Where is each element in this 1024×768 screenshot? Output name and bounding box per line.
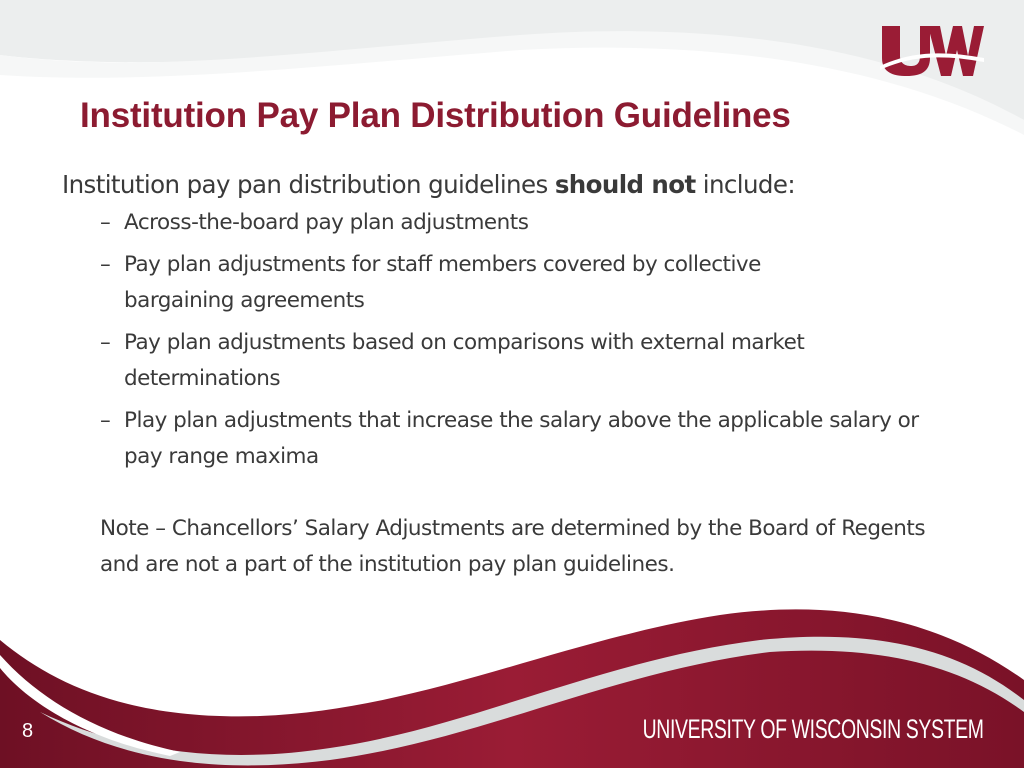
bullet-dash: – bbox=[100, 408, 111, 433]
slide-body: Institution pay pan distribution guideli… bbox=[62, 170, 962, 583]
top-swoosh-light bbox=[0, 31, 1024, 135]
lead-emphasis: should not bbox=[554, 170, 696, 199]
list-item: – Pay plan adjustments for staff members … bbox=[100, 247, 844, 319]
list-item: – Play plan adjustments that increase the… bbox=[100, 403, 944, 475]
bullet-text: Pay plan adjustments based on comparison… bbox=[124, 330, 805, 391]
lead-suffix: include: bbox=[695, 170, 796, 199]
bullet-dash: – bbox=[100, 210, 111, 235]
bullet-list: – Across-the-board pay plan adjustments –… bbox=[62, 205, 962, 475]
bullet-text: Across-the-board pay plan adjustments bbox=[124, 210, 529, 235]
top-swoosh bbox=[0, 0, 1024, 120]
bullet-text: Pay plan adjustments for staff members c… bbox=[124, 252, 761, 313]
list-item: – Pay plan adjustments based on compariso… bbox=[100, 325, 924, 397]
uw-logo bbox=[880, 26, 984, 76]
bottom-wave-band bbox=[40, 636, 1024, 766]
bullet-dash: – bbox=[100, 252, 111, 277]
lead-prefix: Institution pay pan distribution guideli… bbox=[62, 170, 555, 199]
note-text: Note – Chancellors’ Salary Adjustments a… bbox=[100, 516, 926, 577]
bullet-text: Play plan adjustments that increase the … bbox=[124, 408, 919, 469]
bullet-dash: – bbox=[100, 330, 111, 355]
footer-wordmark: UNIVERSITY OF WISCONSIN SYSTEM bbox=[643, 714, 984, 744]
list-item: – Across-the-board pay plan adjustments bbox=[100, 205, 962, 241]
page-number: 8 bbox=[22, 720, 34, 742]
lead-text: Institution pay pan distribution guideli… bbox=[62, 170, 962, 199]
page-title: Institution Pay Plan Distribution Guidel… bbox=[80, 96, 791, 135]
